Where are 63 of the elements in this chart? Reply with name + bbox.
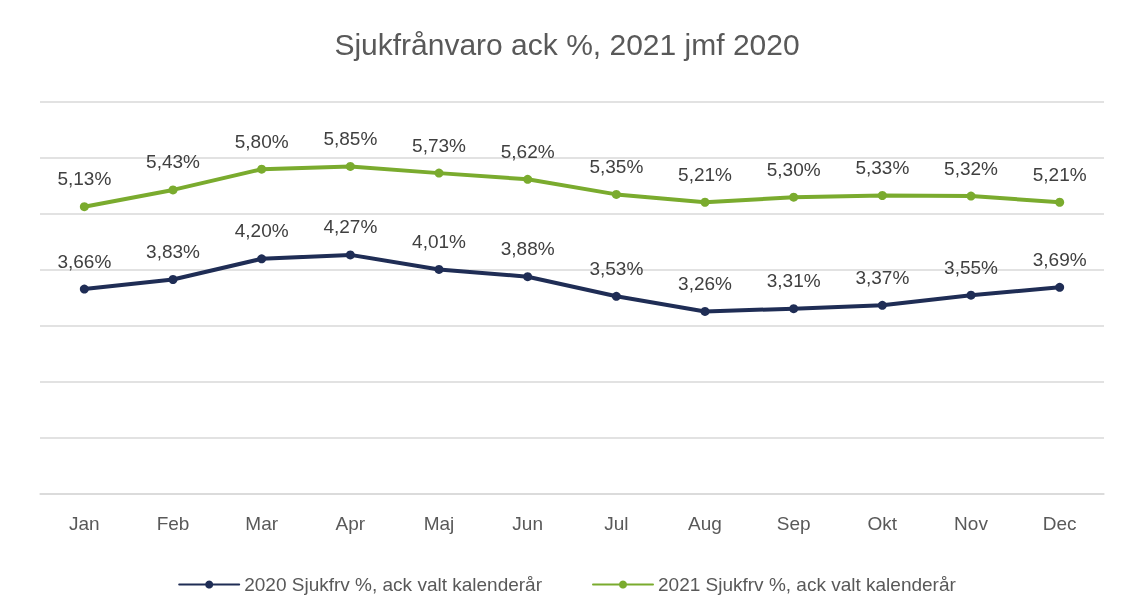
legend-label: 2021 Sjukfrv %, ack valt kalenderår bbox=[658, 574, 957, 595]
point bbox=[257, 164, 267, 174]
x-tick-label: Jan bbox=[69, 513, 100, 534]
point bbox=[611, 291, 621, 301]
data-label: 4,27% bbox=[323, 216, 378, 238]
point bbox=[966, 290, 976, 300]
point bbox=[523, 174, 533, 184]
point bbox=[1055, 197, 1065, 207]
point bbox=[257, 254, 267, 264]
x-tick-label: Sep bbox=[776, 513, 811, 534]
data-label: 5,80% bbox=[234, 130, 289, 152]
data-label: 4,01% bbox=[412, 230, 467, 252]
point bbox=[79, 284, 89, 294]
data-label: 5,32% bbox=[944, 157, 999, 179]
data-label: 5,43% bbox=[146, 151, 201, 173]
data-label: 3,66% bbox=[57, 250, 112, 272]
data-label: 3,31% bbox=[766, 270, 821, 292]
point bbox=[523, 272, 533, 282]
x-tick-label: Mar bbox=[245, 513, 279, 534]
data-label: 3,88% bbox=[500, 238, 555, 260]
data-label: 3,37% bbox=[855, 266, 910, 288]
point bbox=[434, 168, 444, 178]
point bbox=[345, 250, 355, 260]
data-label: 5,35% bbox=[589, 155, 644, 177]
point bbox=[79, 202, 89, 212]
x-tick-label: Apr bbox=[335, 513, 366, 534]
data-label: 3,53% bbox=[589, 257, 644, 279]
x-tick-label: Aug bbox=[688, 513, 722, 534]
point bbox=[168, 185, 178, 195]
data-label: 5,30% bbox=[766, 158, 821, 180]
point bbox=[1055, 282, 1065, 292]
data-label: 3,55% bbox=[944, 256, 999, 278]
x-tick-label: Jul bbox=[604, 513, 629, 534]
point bbox=[700, 197, 710, 207]
point bbox=[345, 161, 355, 171]
point bbox=[789, 304, 799, 314]
data-label: 3,83% bbox=[146, 241, 201, 263]
data-label: 5,21% bbox=[678, 163, 733, 185]
point bbox=[611, 189, 621, 199]
point bbox=[789, 192, 799, 202]
data-label: 3,26% bbox=[678, 272, 733, 294]
data-label: 5,13% bbox=[57, 168, 112, 190]
x-tick-label: Dec bbox=[1042, 513, 1077, 534]
data-label: 5,85% bbox=[323, 127, 378, 149]
x-tick-label: Maj bbox=[423, 513, 455, 534]
data-label: 4,20% bbox=[234, 220, 289, 242]
point bbox=[877, 300, 887, 310]
legend-label: 2020 Sjukfrv %, ack valt kalenderår bbox=[244, 574, 543, 595]
x-tick-label: Okt bbox=[867, 513, 898, 534]
x-tick-label: Nov bbox=[954, 513, 989, 534]
point bbox=[700, 306, 710, 316]
data-label: 5,62% bbox=[500, 140, 555, 162]
data-label: 5,21% bbox=[1032, 163, 1087, 185]
point bbox=[168, 275, 178, 285]
point bbox=[434, 264, 444, 274]
x-tick-label: Feb bbox=[156, 513, 190, 534]
x-tick-label: Jun bbox=[512, 513, 543, 534]
chart-title: Sjukfrånvaro ack %, 2021 jmf 2020 bbox=[334, 27, 800, 61]
point bbox=[877, 191, 887, 201]
data-label: 5,33% bbox=[855, 157, 910, 179]
data-label: 5,73% bbox=[412, 134, 467, 156]
point bbox=[966, 191, 976, 201]
data-label: 3,69% bbox=[1032, 248, 1087, 270]
